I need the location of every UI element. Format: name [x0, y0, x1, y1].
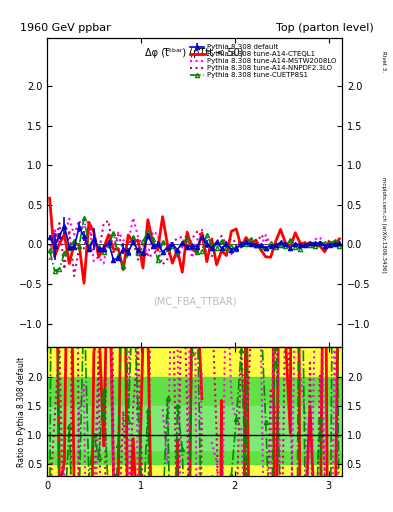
Pythia 8.308 tune-A14-CTEQL1 — [82, 280, 86, 286]
Pythia 8.308 tune-A14-CTEQL1 — [145, 217, 150, 223]
Pythia 8.308 tune-A14-MSTW2008LO — [131, 215, 136, 221]
Pythia 8.308 tune-CUETP8S1 — [151, 236, 155, 242]
Pythia 8.308 tune-CUETP8S1 — [337, 243, 342, 249]
Line: Pythia 8.308 tune-A14-CTEQL1: Pythia 8.308 tune-A14-CTEQL1 — [50, 198, 340, 283]
Pythia 8.308 tune-A14-CTEQL1 — [234, 226, 239, 232]
Pythia 8.308 tune-CUETP8S1 — [141, 239, 145, 245]
Pythia 8.308 tune-A14-MSTW2008LO — [155, 231, 160, 238]
Pythia 8.308 tune-CUETP8S1 — [47, 247, 52, 253]
Line: Pythia 8.308 tune-A14-MSTW2008LO: Pythia 8.308 tune-A14-MSTW2008LO — [50, 218, 340, 264]
Bar — [47, 377, 342, 464]
Pythia 8.308 tune-A14-NNPDF2.3LO — [106, 218, 111, 224]
Pythia 8.308 tune-CUETP8S1 — [52, 268, 57, 274]
Pythia 8.308 tune-A14-NNPDF2.3LO — [131, 238, 136, 244]
Bar — [47, 406, 342, 450]
Pythia 8.308 tune-CUETP8S1 — [155, 257, 160, 263]
Text: Top (parton level): Top (parton level) — [275, 23, 373, 33]
Pythia 8.308 tune-A14-NNPDF2.3LO — [151, 252, 155, 258]
Pythia 8.308 tune-A14-MSTW2008LO — [239, 241, 244, 247]
Text: Δφ (t̅ᵗᵇᵃʳ) (pTtt < 50): Δφ (t̅ᵗᵇᵃʳ) (pTtt < 50) — [145, 48, 244, 58]
Pythia 8.308 tune-A14-CTEQL1 — [101, 245, 106, 251]
Pythia 8.308 tune-A14-CTEQL1 — [337, 236, 342, 242]
Pythia 8.308 tune-A14-CTEQL1 — [136, 237, 140, 243]
Pythia 8.308 tune-CUETP8S1 — [82, 215, 86, 221]
Pythia 8.308 tune-CUETP8S1 — [239, 240, 244, 246]
Pythia 8.308 tune-CUETP8S1 — [131, 233, 136, 240]
Pythia 8.308 tune-A14-MSTW2008LO — [151, 228, 155, 234]
Pythia 8.308 tune-A14-CTEQL1 — [151, 239, 155, 245]
Bar — [47, 348, 342, 476]
Text: 1960 GeV ppbar: 1960 GeV ppbar — [20, 23, 110, 33]
Text: mcplots.cern.ch [arXiv:1306.3436]: mcplots.cern.ch [arXiv:1306.3436] — [381, 178, 386, 273]
Line: Pythia 8.308 tune-CUETP8S1: Pythia 8.308 tune-CUETP8S1 — [48, 216, 342, 273]
Pythia 8.308 tune-A14-CTEQL1 — [126, 232, 130, 238]
Y-axis label: Ratio to Pythia 8.308 default: Ratio to Pythia 8.308 default — [17, 357, 26, 467]
Pythia 8.308 tune-A14-MSTW2008LO — [337, 243, 342, 249]
Pythia 8.308 tune-A14-NNPDF2.3LO — [141, 241, 145, 247]
Pythia 8.308 tune-A14-MSTW2008LO — [101, 261, 106, 267]
Pythia 8.308 tune-A14-MSTW2008LO — [141, 242, 145, 248]
Text: (MC_FBA_TTBAR): (MC_FBA_TTBAR) — [153, 296, 236, 307]
Pythia 8.308 tune-A14-MSTW2008LO — [126, 240, 130, 246]
Pythia 8.308 tune-A14-NNPDF2.3LO — [47, 243, 52, 249]
Legend: Pythia 8.308 default, Pythia 8.308 tune-A14-CTEQL1, Pythia 8.308 tune-A14-MSTW20: Pythia 8.308 default, Pythia 8.308 tune-… — [188, 42, 338, 80]
Pythia 8.308 tune-A14-NNPDF2.3LO — [101, 221, 106, 227]
Pythia 8.308 tune-A14-NNPDF2.3LO — [239, 240, 244, 246]
Pythia 8.308 tune-CUETP8S1 — [106, 242, 111, 248]
Pythia 8.308 tune-A14-MSTW2008LO — [96, 253, 101, 260]
Pythia 8.308 tune-A14-NNPDF2.3LO — [72, 273, 77, 279]
Line: Pythia 8.308 tune-A14-NNPDF2.3LO: Pythia 8.308 tune-A14-NNPDF2.3LO — [50, 221, 340, 276]
Pythia 8.308 tune-A14-MSTW2008LO — [47, 257, 52, 263]
Pythia 8.308 tune-A14-NNPDF2.3LO — [337, 236, 342, 242]
Text: Rivet 3.: Rivet 3. — [381, 51, 386, 72]
Pythia 8.308 tune-A14-NNPDF2.3LO — [155, 246, 160, 252]
Pythia 8.308 tune-A14-CTEQL1 — [47, 195, 52, 201]
